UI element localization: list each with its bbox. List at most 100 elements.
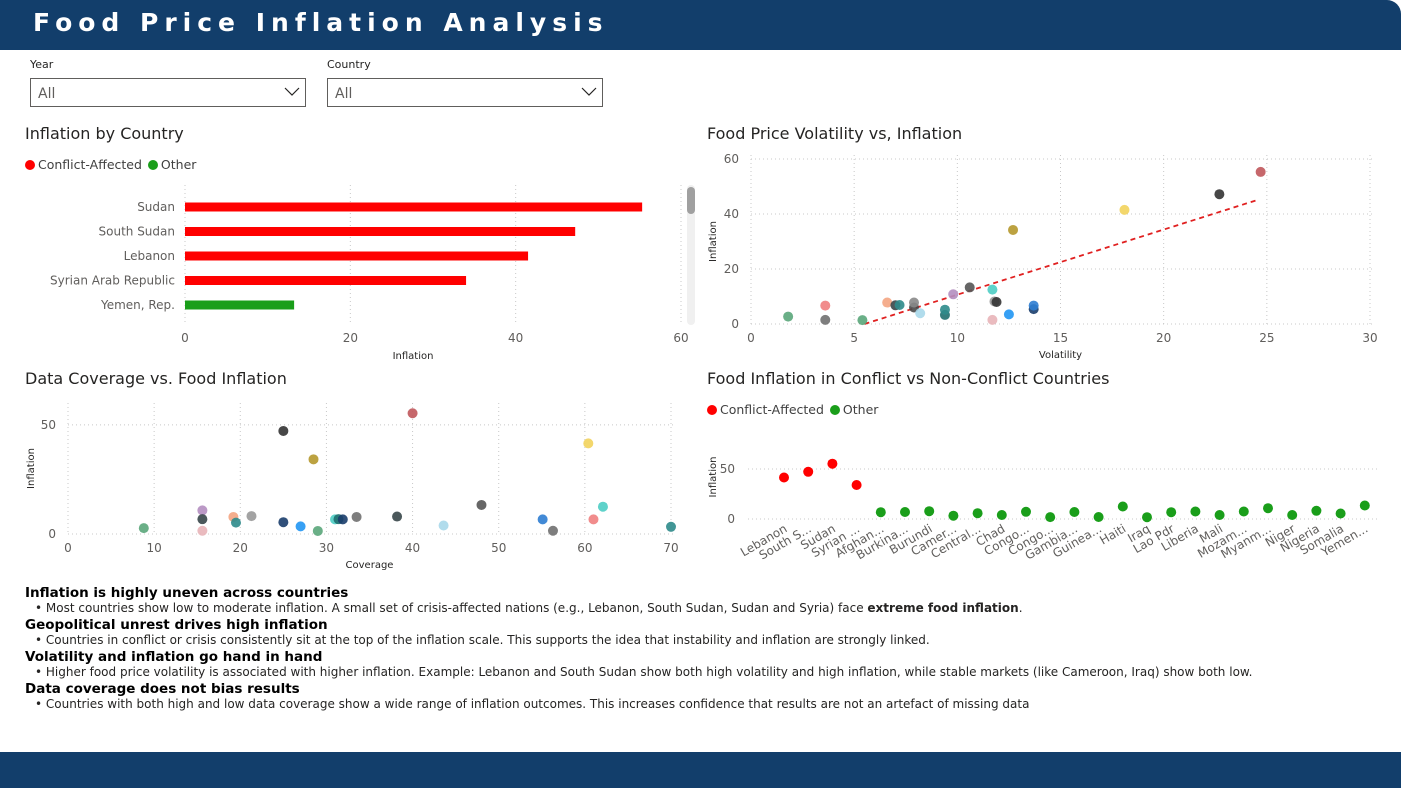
legend-dot-icon — [707, 404, 717, 415]
chevron-down-icon — [581, 87, 597, 96]
scatter-point — [138, 523, 149, 534]
scatter-point — [915, 308, 926, 319]
scatter-point — [197, 525, 208, 536]
country-dropdown[interactable]: All — [327, 78, 603, 107]
dot-point — [996, 510, 1007, 520]
scatter-point — [312, 525, 323, 536]
scatter-point — [1028, 300, 1039, 311]
x-tick-label: 5 — [850, 331, 858, 345]
y-axis-label: Inflation — [708, 221, 719, 262]
y-tick-label: Sudan — [137, 200, 175, 214]
scatter-point — [597, 501, 608, 512]
legend-label-other: Other — [842, 402, 879, 417]
x-tick-label: 50 — [491, 541, 506, 555]
x-tick-label: 30 — [319, 541, 334, 555]
dot-point — [1238, 506, 1249, 517]
x-tick-label: 40 — [405, 541, 420, 555]
scatter-point — [666, 521, 676, 532]
y-tick-label: 0 — [731, 317, 739, 331]
year-slicer: Year All — [30, 58, 306, 107]
x-axis-label: Coverage — [346, 560, 394, 571]
dot-point — [779, 472, 789, 483]
coverage-scatter-chart: 0 10 20 30 40 50 60 70 0 50 Coverage Inflation — [26, 403, 679, 571]
dot-point — [827, 458, 838, 469]
bar-chart-title: Inflation by Country — [25, 124, 184, 143]
x-tick-label: 0 — [181, 331, 189, 345]
legend-dot-icon — [25, 159, 35, 170]
scatter-point — [909, 297, 920, 308]
year-slicer-label: Year — [30, 58, 54, 71]
scatter-point — [230, 517, 241, 528]
dot-point — [1335, 508, 1346, 519]
scatter-point — [197, 514, 208, 525]
dot-chart-legend: Conflict-Affected Other — [707, 402, 884, 417]
dot-point — [1263, 503, 1273, 514]
x-tick-label: 60 — [673, 331, 688, 345]
insight-text: Countries with both high and low data co… — [45, 697, 1030, 711]
bar — [185, 251, 529, 261]
scatter-point — [197, 505, 208, 516]
scatter-point — [964, 282, 975, 293]
legend-item-other[interactable]: Other — [829, 402, 879, 417]
country-slicer-label: Country — [327, 58, 371, 71]
volatility-scatter-chart: 0 5 10 15 20 25 30 0 20 40 60 Volatility Inflation — [708, 152, 1378, 361]
scatter-point — [295, 521, 306, 532]
insight-text: Higher food price volatility is associat… — [45, 665, 1253, 679]
legend-label-conflict: Conflict-Affected — [720, 402, 824, 417]
dot-point — [948, 510, 959, 521]
x-tick-label: 10 — [950, 331, 965, 345]
dot-point — [851, 480, 862, 490]
scatter-point — [1255, 166, 1266, 177]
bar-chart-legend: Conflict-Affected Other — [25, 157, 202, 172]
legend-item-other[interactable]: Other — [147, 157, 196, 172]
scatter-point — [547, 525, 558, 536]
chevron-down-icon — [284, 87, 300, 96]
scatter-point — [537, 514, 548, 525]
dot-point — [1045, 512, 1056, 523]
insight-heading: Data coverage does not bias results — [25, 681, 300, 697]
scatter-point — [991, 297, 1002, 307]
y-tick-label: 50 — [41, 418, 56, 432]
y-axis-label: Inflation — [708, 457, 719, 498]
page-footer — [0, 752, 1401, 788]
dot-point — [1117, 501, 1128, 512]
x-tick-label: 40 — [508, 331, 523, 345]
y-tick-label: 0 — [727, 512, 735, 526]
x-tick-label: 10 — [147, 541, 162, 555]
legend-item-conflict[interactable]: Conflict-Affected — [25, 157, 142, 172]
dot-point — [1093, 512, 1104, 522]
dot-point — [875, 507, 886, 518]
y-tick-label: 20 — [724, 262, 739, 276]
dot-point — [1359, 500, 1370, 511]
dot-point — [803, 466, 814, 477]
dot-point — [924, 506, 935, 517]
y-tick-label: 0 — [48, 527, 56, 541]
country-dropdown-value: All — [335, 86, 353, 102]
page-header: Food Price Inflation Analysis — [0, 0, 1401, 50]
dot-point — [1021, 506, 1031, 517]
bar-chart: 0 20 40 60 Sudan South Sudan Lebanon Syrian Ara… — [50, 185, 695, 362]
insight-bold-text: extreme food inflation — [867, 601, 1019, 615]
scatter-point — [1008, 224, 1019, 235]
insight-text: Most countries show low to moderate infl… — [45, 601, 868, 615]
insight-body: • Higher food price volatility is associ… — [35, 665, 1253, 679]
legend-dot-icon — [147, 159, 158, 170]
scatter-point — [392, 511, 403, 522]
year-dropdown[interactable]: All — [30, 78, 306, 107]
x-tick-label: 15 — [1053, 331, 1068, 345]
y-tick-label: Yemen, Rep. — [100, 298, 175, 312]
scatter-point — [351, 511, 362, 522]
dot-point — [972, 508, 983, 519]
scatter-point — [308, 454, 319, 465]
legend-item-conflict[interactable]: Conflict-Affected — [707, 402, 824, 417]
dot-point — [1287, 510, 1298, 520]
bar — [185, 227, 576, 236]
scatter-point — [783, 311, 794, 322]
insight-heading: Volatility and inflation go hand in hand — [25, 649, 323, 665]
x-tick-label: 70 — [663, 541, 678, 555]
dot-point — [1166, 507, 1177, 518]
y-tick-label: 60 — [724, 152, 739, 166]
x-tick-label: 25 — [1259, 331, 1274, 345]
scrollbar-thumb — [687, 187, 695, 214]
